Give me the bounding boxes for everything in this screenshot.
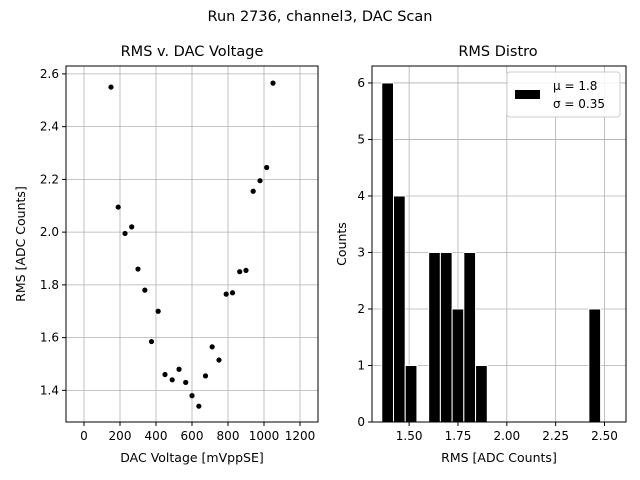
scatter-x-tick-label: 600 <box>181 429 204 443</box>
scatter-x-ticks: 0 200 400 600 800 1000 1200 <box>80 422 315 443</box>
histogram-y-tick-label: 5 <box>357 132 365 146</box>
histogram-bar <box>463 251 477 423</box>
scatter-point <box>270 80 276 86</box>
scatter-point <box>142 287 148 293</box>
histogram-x-tick-label: 2.25 <box>542 429 569 443</box>
scatter-point <box>189 393 195 399</box>
scatter-point <box>250 188 256 194</box>
scatter-x-label: DAC Voltage [mVppSE] <box>120 450 263 465</box>
scatter-x-tick-label: 1000 <box>249 429 280 443</box>
histogram-bars <box>381 82 602 423</box>
scatter-point <box>169 377 175 383</box>
scatter-point <box>209 344 215 350</box>
scatter-y-tick-label: 2.0 <box>40 225 59 239</box>
histogram-y-ticks: 0 1 2 3 4 5 6 <box>357 76 372 429</box>
scatter-point <box>183 379 189 386</box>
histogram-bar <box>439 251 453 423</box>
scatter-point <box>108 84 114 90</box>
scatter-point <box>216 357 222 363</box>
scatter-point <box>237 269 243 275</box>
scatter-grid <box>66 66 318 422</box>
scatter-point <box>196 403 202 409</box>
histogram-bar <box>475 364 488 423</box>
scatter-point <box>243 267 249 273</box>
histogram-bar <box>428 251 441 423</box>
histogram-x-tick-label: 1.75 <box>445 429 472 443</box>
figure-title: Run 2736, channel3, DAC Scan <box>208 9 433 25</box>
histogram-y-tick-label: 1 <box>357 358 365 372</box>
legend-box <box>506 71 621 118</box>
histogram-bar <box>588 308 602 423</box>
scatter-title: RMS v. DAC Voltage <box>121 44 264 60</box>
histogram-y-tick-label: 2 <box>357 302 365 316</box>
scatter-point <box>115 204 121 210</box>
histogram-y-tick-label: 0 <box>357 415 365 429</box>
histogram-bar <box>392 195 406 423</box>
scatter-x-tick-label: 400 <box>145 429 168 443</box>
histogram-bar <box>404 364 418 423</box>
scatter-point <box>257 178 263 184</box>
scatter-x-tick-label: 800 <box>217 429 240 443</box>
histogram-bar <box>381 82 394 423</box>
scatter-y-label: RMS [ADC Counts] <box>13 186 28 302</box>
scatter-point <box>155 308 161 314</box>
histogram-y-tick-label: 3 <box>357 245 365 259</box>
scatter-point <box>202 373 209 379</box>
legend-entry-mu: μ = 1.8 <box>553 79 597 93</box>
scatter-y-tick-label: 1.6 <box>40 331 59 345</box>
scatter-point <box>148 338 155 345</box>
scatter-point <box>122 230 128 237</box>
scatter-y-tick-label: 2.4 <box>40 120 59 134</box>
histogram-x-label: RMS [ADC Counts] <box>441 450 557 465</box>
scatter-point <box>129 224 135 230</box>
scatter-y-tick-label: 2.6 <box>40 67 59 81</box>
scatter-point <box>223 291 229 297</box>
scatter-points <box>108 80 276 409</box>
scatter-point <box>229 290 236 296</box>
histogram-x-tick-label: 2.50 <box>591 429 618 443</box>
legend-swatch <box>515 90 540 99</box>
histogram-legend: μ = 1.8 σ = 0.35 <box>506 71 621 118</box>
legend-entry-sigma: σ = 0.35 <box>553 97 605 111</box>
scatter-y-tick-label: 1.8 <box>40 278 59 292</box>
scatter-x-tick-label: 0 <box>80 429 88 443</box>
histogram-panel: RMS Distro 1.50 1.75 2.00 2.25 2.50 0123456 … <box>334 44 627 465</box>
histogram-x-ticks: 1.50 1.75 2.00 2.25 2.50 <box>396 422 618 443</box>
scatter-point <box>135 266 141 272</box>
histogram-y-label: Counts <box>334 222 349 266</box>
histogram-bar <box>451 308 465 423</box>
scatter-x-tick-label: 200 <box>109 429 132 443</box>
scatter-point <box>176 366 182 372</box>
scatter-point <box>264 164 270 171</box>
histogram-title: RMS Distro <box>458 44 537 60</box>
scatter-y-tick-label: 2.2 <box>40 172 59 186</box>
scatter-panel: RMS v. DAC Voltage 0 200 400 600 800 1000 1200… <box>13 44 319 465</box>
scatter-point <box>162 371 168 378</box>
scatter-y-ticks: 1.4 1.6 1.8 2.0 2.2 2.4 2.6 <box>40 67 66 397</box>
scatter-x-tick-label: 1200 <box>285 429 316 443</box>
histogram-x-tick-label: 2.00 <box>493 429 520 443</box>
histogram-y-tick-label: 6 <box>357 76 365 90</box>
scatter-y-tick-label: 1.4 <box>40 383 59 397</box>
histogram-x-tick-label: 1.50 <box>396 429 423 443</box>
histogram-y-tick-label: 4 <box>357 189 365 203</box>
histogram-frame <box>371 65 627 423</box>
